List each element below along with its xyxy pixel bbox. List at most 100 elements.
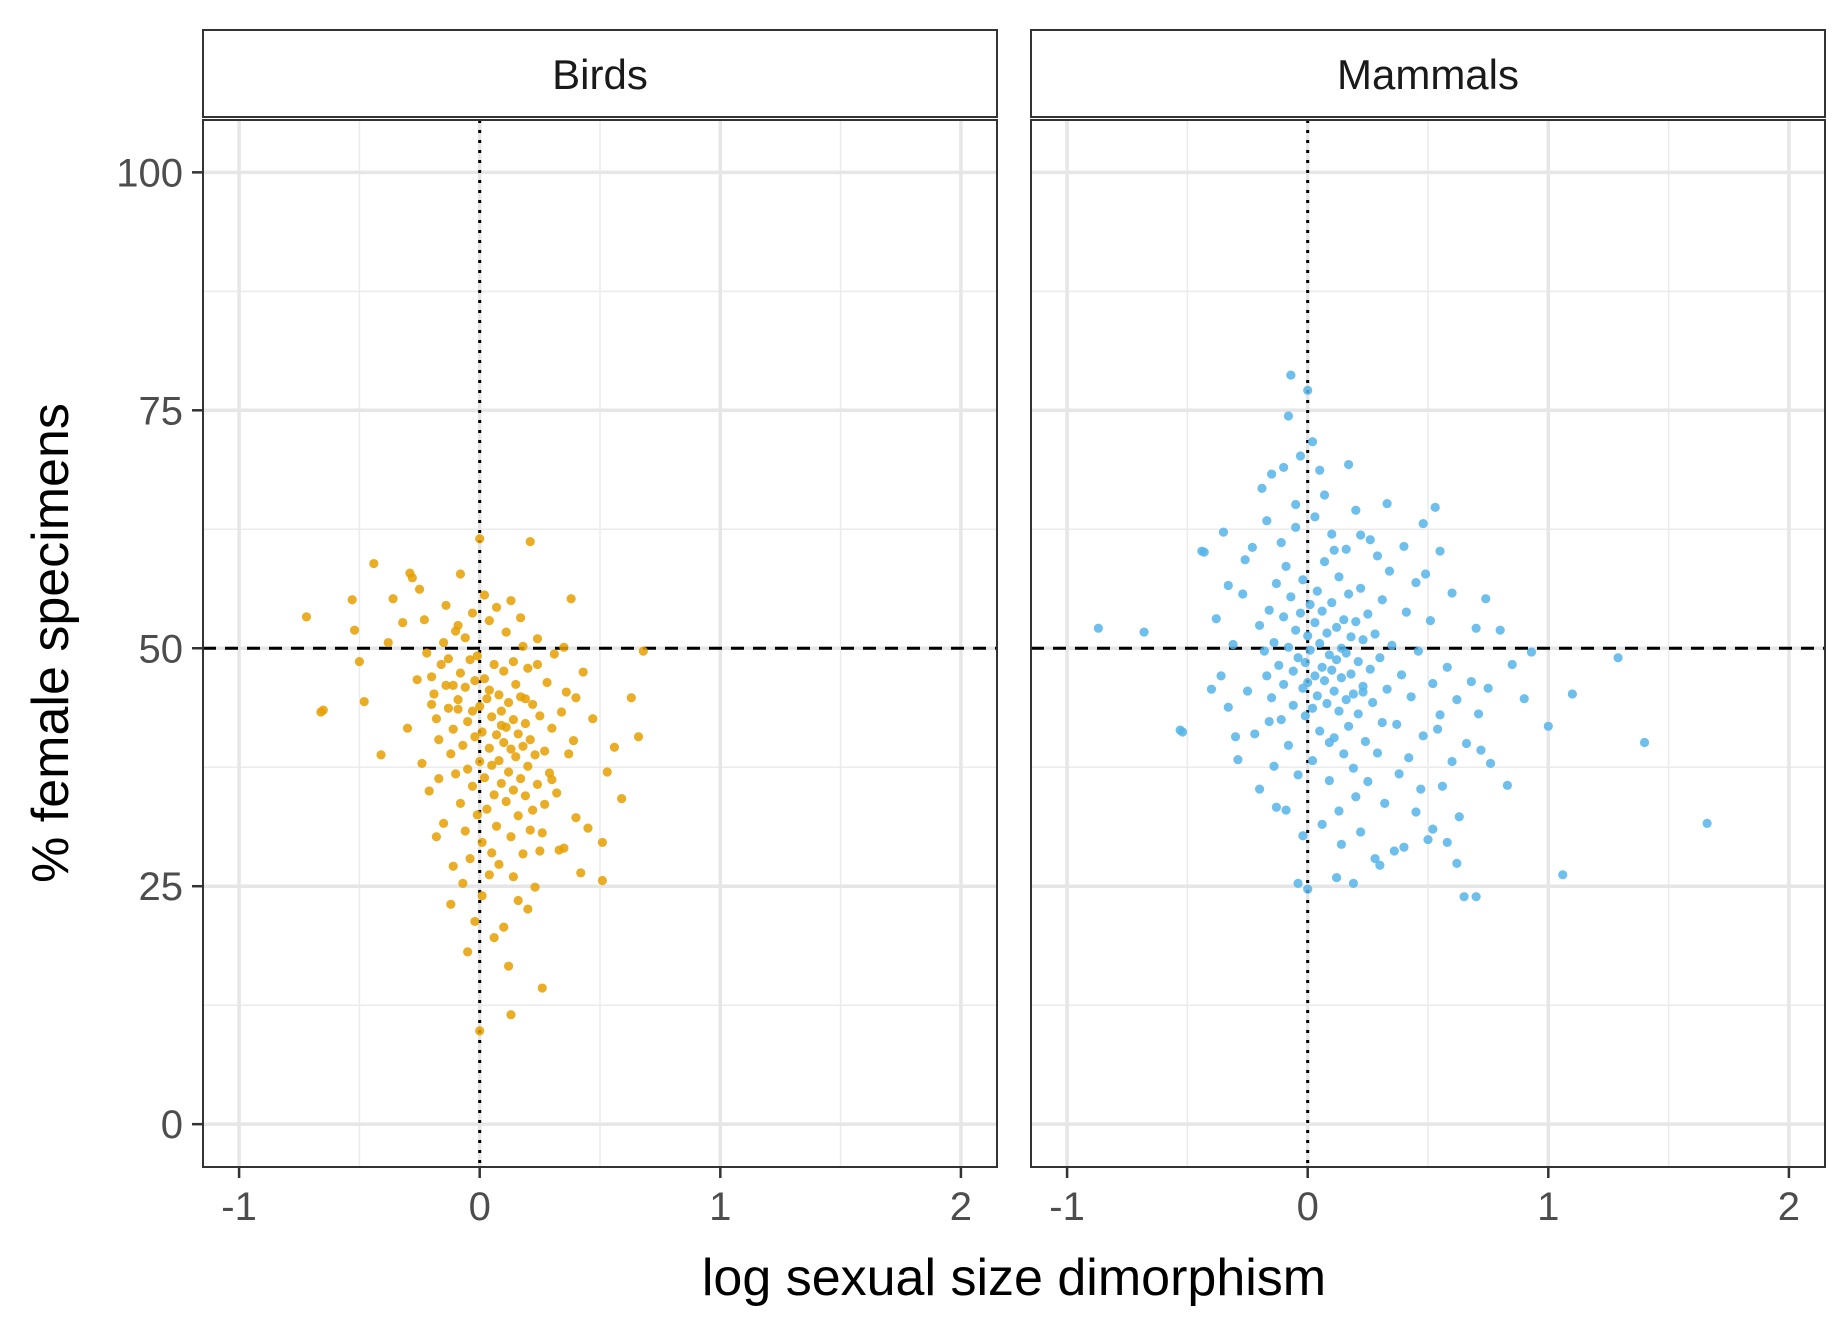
data-point-birds xyxy=(455,668,466,678)
data-point-birds xyxy=(559,642,569,652)
data-point-birds xyxy=(398,617,408,628)
data-point-birds xyxy=(518,849,528,859)
panel-birds: Birds -1 0 1 2 xyxy=(202,29,998,1229)
data-point-birds xyxy=(487,760,497,770)
data-point-birds xyxy=(487,848,497,858)
data-point-mammals xyxy=(1199,547,1209,557)
data-point-birds xyxy=(467,608,478,618)
data-point-birds xyxy=(523,663,533,673)
panel-birds-strip xyxy=(202,29,998,118)
data-point-mammals xyxy=(1267,469,1277,479)
data-point-mammals xyxy=(1334,572,1344,582)
data-point-birds xyxy=(503,961,514,971)
data-point-birds xyxy=(429,689,439,699)
data-point-birds xyxy=(520,694,531,704)
data-point-birds xyxy=(463,947,473,957)
y-tick-label: 25 xyxy=(139,865,184,909)
data-point-mammals xyxy=(1269,637,1279,648)
data-point-birds xyxy=(475,756,485,767)
y-axis-title: % female specimens xyxy=(22,403,80,883)
data-point-mammals xyxy=(1341,695,1351,705)
data-point-mammals xyxy=(1375,860,1385,870)
data-point-birds xyxy=(491,821,502,831)
data-point-mammals xyxy=(1452,858,1462,868)
data-point-birds xyxy=(388,594,398,604)
panel-birds-reference-lines xyxy=(203,120,997,1167)
data-point-birds xyxy=(535,846,545,856)
data-point-mammals xyxy=(1377,595,1387,605)
data-point-birds xyxy=(537,828,547,838)
data-point-birds xyxy=(484,685,494,695)
data-point-mammals xyxy=(1404,753,1414,763)
data-point-mammals xyxy=(1307,703,1318,713)
y-tick-label: 50 xyxy=(139,627,184,671)
data-point-birds xyxy=(564,749,574,759)
data-point-mammals xyxy=(1356,583,1366,593)
data-point-birds xyxy=(499,922,509,932)
data-point-mammals xyxy=(1288,700,1298,710)
data-point-birds xyxy=(583,823,593,833)
data-point-birds xyxy=(491,730,502,740)
data-point-mammals xyxy=(1348,763,1359,773)
data-point-mammals xyxy=(1247,542,1257,552)
data-point-birds xyxy=(496,706,506,716)
data-point-mammals xyxy=(1365,664,1375,674)
data-point-mammals xyxy=(1329,686,1339,696)
data-point-mammals xyxy=(1356,530,1366,540)
data-point-birds xyxy=(508,785,518,795)
data-point-birds xyxy=(503,697,514,708)
y-tick-label: 100 xyxy=(116,151,183,195)
data-point-birds xyxy=(518,641,528,651)
data-point-mammals xyxy=(1502,780,1512,790)
data-point-birds xyxy=(460,826,470,836)
data-point-mammals xyxy=(1300,711,1310,721)
data-point-birds xyxy=(472,810,482,820)
panel-birds-points xyxy=(301,534,648,1036)
data-point-birds xyxy=(458,878,468,888)
data-point-mammals xyxy=(1327,665,1337,675)
data-point-mammals xyxy=(1276,538,1286,548)
data-point-birds xyxy=(426,699,437,710)
data-point-mammals xyxy=(1567,689,1577,699)
data-point-mammals xyxy=(1442,662,1452,672)
data-point-mammals xyxy=(1324,775,1334,786)
x-axis-title: log sexual size dimorphism xyxy=(702,1249,1326,1307)
data-point-birds xyxy=(436,659,446,670)
data-point-birds xyxy=(506,1010,516,1020)
data-point-mammals xyxy=(1519,694,1529,704)
data-point-birds xyxy=(453,704,463,714)
data-point-mammals xyxy=(1377,717,1387,728)
data-point-birds xyxy=(472,651,482,661)
data-point-birds xyxy=(542,677,552,688)
data-point-birds xyxy=(499,666,509,676)
data-point-mammals xyxy=(1483,683,1493,693)
data-point-mammals xyxy=(1495,625,1505,635)
data-point-mammals xyxy=(1416,784,1426,794)
data-point-mammals xyxy=(1339,749,1349,759)
data-point-birds xyxy=(475,701,485,711)
data-point-mammals xyxy=(1329,733,1339,743)
data-point-mammals xyxy=(1322,698,1332,709)
data-point-birds xyxy=(494,755,504,766)
data-point-mammals xyxy=(1341,544,1351,554)
data-point-mammals xyxy=(1303,631,1313,641)
data-point-mammals xyxy=(1310,617,1320,628)
data-point-mammals xyxy=(1291,625,1301,635)
data-point-birds xyxy=(549,649,559,659)
data-point-mammals xyxy=(1223,580,1233,591)
data-point-mammals xyxy=(1286,592,1296,602)
data-point-birds xyxy=(465,854,475,864)
data-point-mammals xyxy=(1507,659,1517,670)
data-point-mammals xyxy=(1420,569,1431,579)
data-point-mammals xyxy=(1401,607,1411,617)
data-point-birds xyxy=(412,675,422,685)
data-point-birds xyxy=(443,703,454,713)
data-point-mammals xyxy=(1324,650,1334,660)
data-point-birds xyxy=(439,818,449,828)
data-point-mammals xyxy=(1380,798,1390,809)
data-point-mammals xyxy=(1346,632,1356,642)
data-point-birds xyxy=(525,537,535,547)
data-point-mammals xyxy=(1372,551,1383,561)
data-point-birds xyxy=(525,735,535,745)
